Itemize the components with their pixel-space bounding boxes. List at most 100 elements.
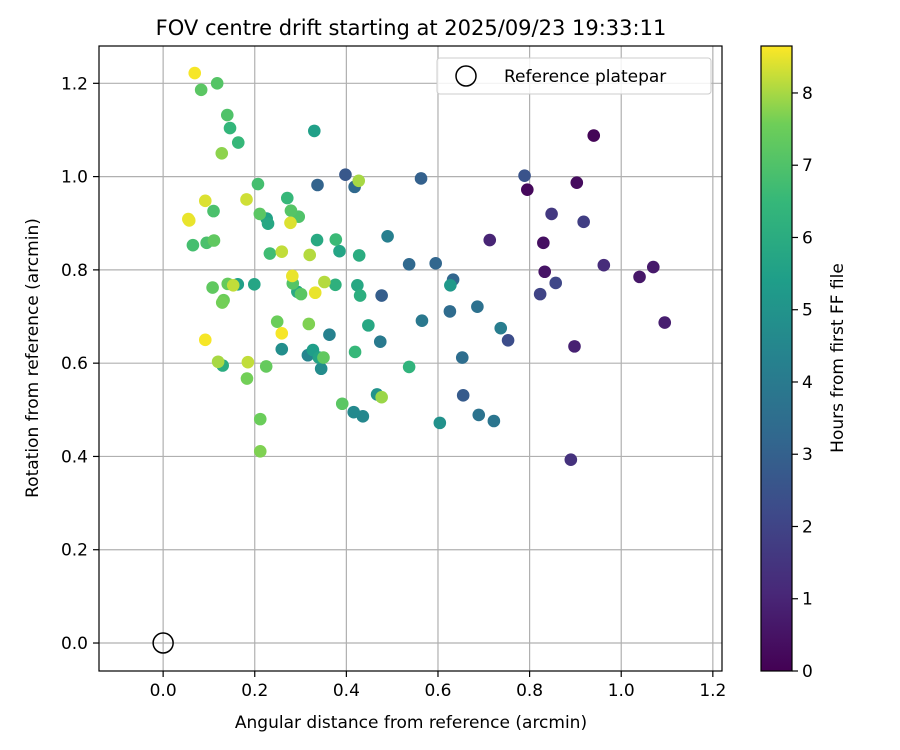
x-tick-label: 0.6 (424, 681, 451, 701)
scatter-point (471, 300, 484, 314)
scatter-point (587, 129, 601, 142)
scatter-point (182, 214, 196, 227)
x-tick-label: 0.8 (516, 681, 543, 701)
scatter-point (521, 183, 534, 196)
colorbar-label: Hours from first FF file (828, 263, 848, 453)
scatter-point (231, 136, 245, 149)
legend-label: Reference platepar (504, 67, 666, 87)
colorbar-tick-label: 6 (802, 228, 813, 248)
scatter-point (362, 319, 375, 332)
scatter-point (275, 245, 289, 258)
scatter-point (348, 345, 362, 359)
scatter-point (568, 340, 581, 353)
scatter-point (310, 233, 324, 247)
x-axis-ticks: 0.0 0.2 0.4 0.6 0.8 1.0 1.2 (150, 671, 726, 701)
scatter-point (564, 453, 578, 467)
scatter-point (333, 244, 346, 258)
scatter-point (284, 204, 298, 217)
scatter-point (207, 234, 221, 247)
scatter-point (215, 146, 229, 160)
y-tick-label: 1.0 (61, 168, 88, 188)
y-tick-label: 0.6 (61, 354, 88, 374)
colorbar-tick-label: 0 (802, 662, 813, 682)
x-tick-label: 1.2 (699, 681, 726, 701)
scatter-point (261, 217, 275, 231)
y-tick-label: 0.8 (61, 261, 88, 281)
scatter-point (302, 317, 316, 331)
scatter-point (352, 174, 366, 188)
colorbar: 0 1 2 3 4 5 6 7 8 Hours from first FF file (760, 45, 848, 682)
scatter-point (455, 351, 469, 364)
scatter-point (317, 351, 330, 364)
x-axis-label: Angular distance from reference (arcmin) (235, 713, 587, 733)
scatter-point (577, 215, 590, 229)
scatter-point (280, 191, 294, 205)
scatter-point (402, 360, 416, 374)
scatter-point (373, 335, 387, 349)
colorbar-ticks: 0 1 2 3 4 5 6 7 8 (792, 84, 813, 682)
scatter-point (456, 389, 470, 402)
scatter-point (537, 236, 550, 250)
colorbar-tick-label: 1 (802, 590, 813, 610)
scatter-point (263, 247, 277, 260)
colorbar-tick-label: 5 (802, 301, 813, 321)
scatter-point (538, 265, 552, 279)
legend-marker-icon (455, 65, 477, 87)
scatter-point (658, 316, 672, 329)
scatter-point (444, 278, 457, 292)
scatter-point (329, 278, 342, 292)
scatter-point (494, 321, 508, 335)
scatter-point (375, 289, 388, 302)
scatter-point (284, 216, 297, 230)
scatter-point (240, 372, 254, 385)
y-axis-ticks: 0.0 0.2 0.4 0.6 0.8 1.0 1.2 (61, 74, 99, 654)
scatter-point (646, 260, 660, 274)
plot-frame (98, 45, 723, 672)
scatter-point (597, 258, 611, 272)
scatter-point (198, 333, 212, 347)
colorbar-tick-label: 4 (802, 373, 813, 393)
scatter-point (323, 328, 336, 342)
scatter-point (487, 414, 501, 428)
scatter-point (308, 286, 322, 300)
scatter-point (335, 397, 349, 411)
scatter-point (347, 405, 360, 419)
scatter-point (415, 314, 429, 328)
scatter-point (329, 233, 343, 246)
colorbar-bar (760, 45, 793, 672)
legend: Reference platepar (436, 57, 712, 95)
scatter-point (253, 207, 267, 221)
scatter-point (198, 194, 212, 208)
reference-platepar-point (152, 632, 174, 654)
scatter-point (433, 416, 447, 430)
scatter-point (429, 257, 442, 270)
x-tick-label: 0.4 (333, 681, 360, 701)
scatter-point (303, 248, 317, 262)
scatter-point (207, 204, 220, 218)
colorbar-tick-label: 7 (802, 156, 813, 176)
y-tick-label: 0.4 (61, 447, 88, 467)
scatter-point (215, 296, 229, 309)
scatter-point (570, 176, 584, 189)
scatter-point (339, 168, 352, 182)
scatter-point (226, 278, 240, 292)
scatter-point (251, 177, 265, 191)
scatter-point (483, 233, 497, 247)
x-tick-label: 0.2 (241, 681, 268, 701)
y-tick-label: 0.0 (61, 634, 88, 654)
scatter-point (314, 362, 328, 376)
scatter-point (311, 178, 324, 192)
scatter-point (253, 412, 267, 426)
scatter-point (259, 360, 273, 373)
scatter-point (194, 83, 208, 97)
scatter-point (375, 390, 388, 404)
scatter-point (206, 281, 219, 294)
scatter-point (241, 355, 255, 369)
scatter-point (414, 172, 428, 185)
scatter-point (381, 229, 394, 243)
scatter-point (211, 355, 225, 369)
scatter-point (402, 257, 416, 271)
x-tick-label: 0.0 (150, 681, 177, 701)
scatter-point (275, 327, 289, 340)
